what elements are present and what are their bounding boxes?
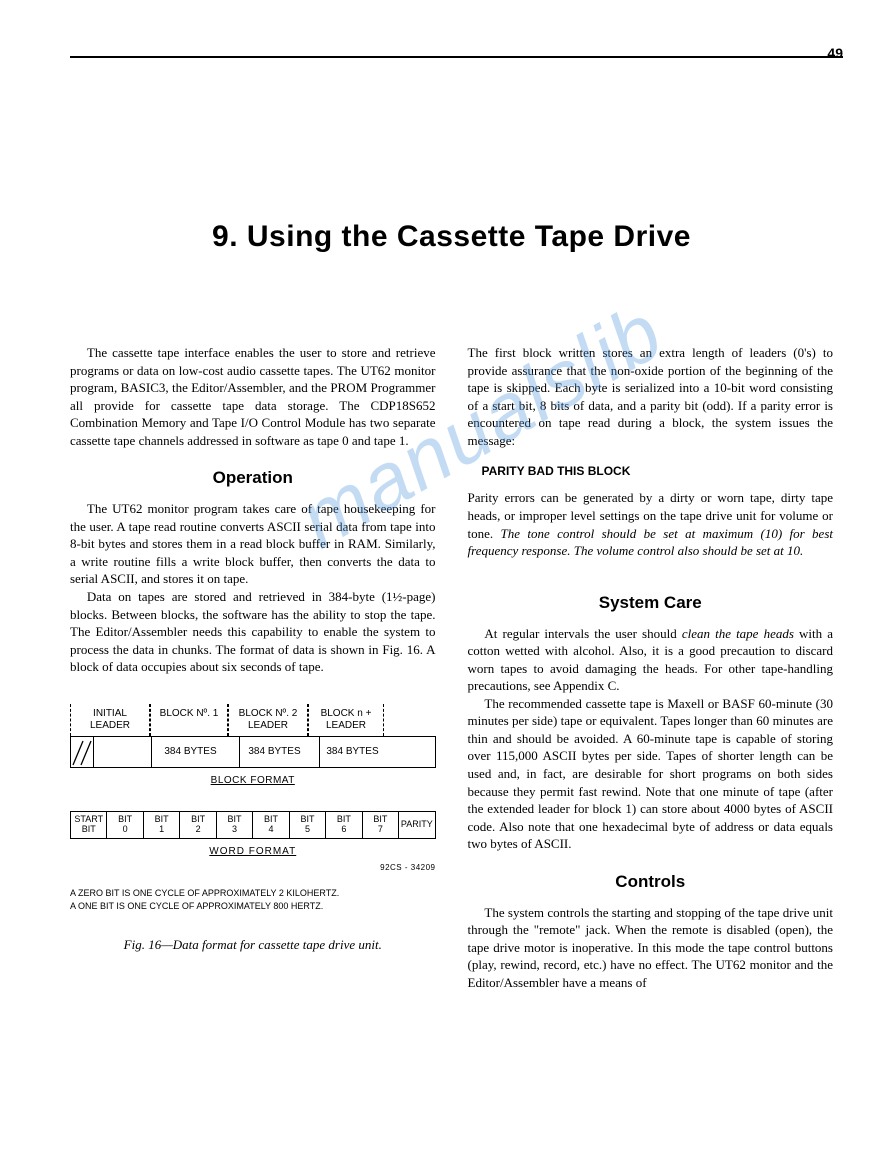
- operation-p2: Data on tapes are stored and retrieved i…: [70, 588, 436, 676]
- word-cell: BIT4: [252, 812, 288, 838]
- controls-heading: Controls: [468, 871, 834, 894]
- page-number: 49: [827, 45, 843, 61]
- syscare-p2: The recommended cassette tape is Maxell …: [468, 695, 834, 853]
- word-cell: BIT0: [106, 812, 142, 838]
- left-column: The cassette tape interface enables the …: [70, 344, 436, 991]
- word-cell: BIT5: [289, 812, 325, 838]
- syscare-p1: At regular intervals the user should cle…: [468, 625, 834, 695]
- right-p2-italic: The tone control should be set at maximu…: [468, 526, 834, 559]
- word-format-diagram: STARTBITBIT0BIT1BIT2BIT3BIT4BIT5BIT6BIT7…: [70, 811, 436, 873]
- word-cell: BIT3: [216, 812, 252, 838]
- word-cell: BIT6: [325, 812, 361, 838]
- figure-caption: Fig. 16—Data format for cassette tape dr…: [70, 936, 436, 954]
- block-label: BLOCK n +LEADER: [308, 704, 384, 736]
- word-cell: BIT1: [143, 812, 179, 838]
- two-column-layout: The cassette tape interface enables the …: [70, 344, 833, 991]
- word-format-caption: WORD FORMAT: [70, 845, 436, 859]
- block-format-caption: BLOCK FORMAT: [70, 774, 436, 788]
- block-box: 384 BYTES: [239, 737, 309, 767]
- page-rule: [70, 56, 843, 58]
- sc-p1-b: clean the tape heads: [682, 626, 794, 641]
- note-one-bit: A ONE BIT IS ONE CYCLE OF APPROXIMATELY …: [70, 900, 436, 912]
- sc-p1-a: At regular intervals the user should: [484, 626, 681, 641]
- part-number: 92CS - 34209: [70, 863, 436, 874]
- block-label: INITIALLEADER: [70, 704, 150, 736]
- word-cell: STARTBIT: [71, 812, 106, 838]
- block-box: [93, 737, 151, 767]
- block-box: [309, 737, 319, 767]
- word-cell: BIT7: [362, 812, 398, 838]
- bit-notes: A ZERO BIT IS ONE CYCLE OF APPROXIMATELY…: [70, 887, 436, 911]
- word-cell: PARITY: [398, 812, 434, 838]
- intro-paragraph: The cassette tape interface enables the …: [70, 344, 436, 449]
- operation-p1: The UT62 monitor program takes care of t…: [70, 500, 436, 588]
- parity-message: PARITY BAD THIS BLOCK: [482, 463, 834, 479]
- right-column: The first block written stores an extra …: [468, 344, 834, 991]
- controls-p1: The system controls the starting and sto…: [468, 904, 834, 992]
- block-label: BLOCK Nº. 2LEADER: [228, 704, 308, 736]
- operation-heading: Operation: [70, 467, 436, 490]
- block-box: [229, 737, 239, 767]
- note-zero-bit: A ZERO BIT IS ONE CYCLE OF APPROXIMATELY…: [70, 887, 436, 899]
- block-format-diagram: INITIALLEADERBLOCK Nº. 1 BLOCK Nº. 2LEAD…: [70, 704, 436, 788]
- chapter-title: 9. Using the Cassette Tape Drive: [70, 220, 833, 254]
- block-box: 384 BYTES: [151, 737, 229, 767]
- word-cell: BIT2: [179, 812, 215, 838]
- block-label: BLOCK Nº. 1: [150, 704, 228, 736]
- right-p1: The first block written stores an extra …: [468, 344, 834, 449]
- system-care-heading: System Care: [468, 592, 834, 615]
- block-box: 384 BYTES: [319, 737, 385, 767]
- right-p2: Parity errors can be generated by a dirt…: [468, 489, 834, 559]
